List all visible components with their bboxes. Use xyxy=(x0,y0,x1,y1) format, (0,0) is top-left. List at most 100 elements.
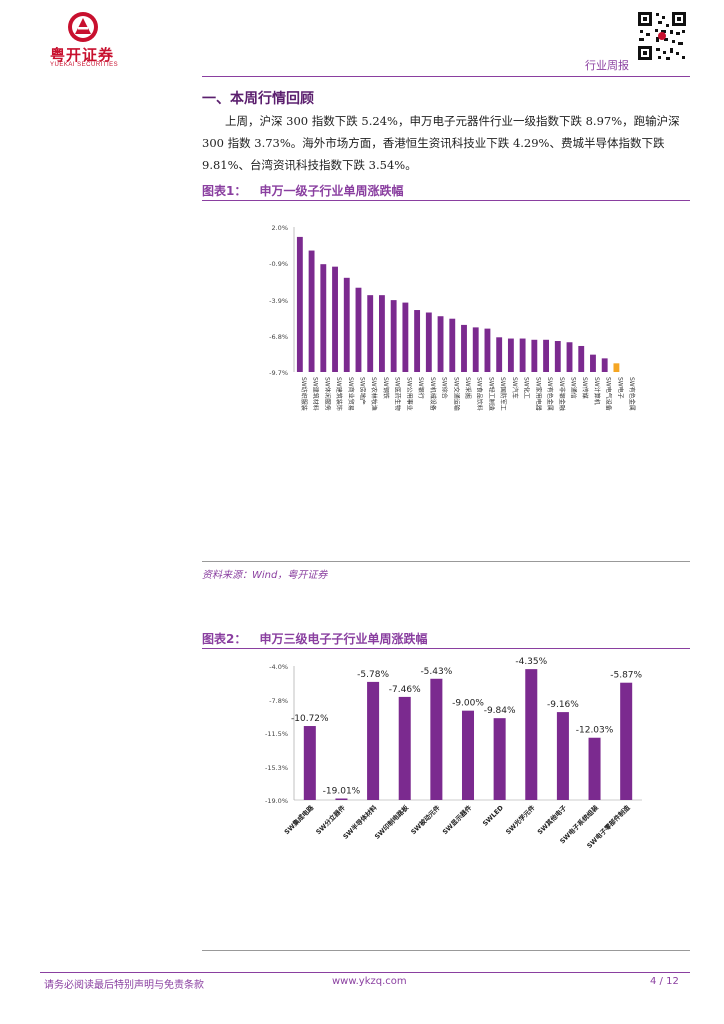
bar xyxy=(355,287,362,372)
figure2-label: 图表2： xyxy=(202,632,247,646)
report-type: 行业周报 xyxy=(585,59,629,72)
x-tick-label: SW纺织服装 xyxy=(300,377,308,411)
figure1-title: 申万一级子行业单周涨跌幅 xyxy=(259,184,404,198)
x-tick-label: SW钢铁 xyxy=(382,377,390,399)
bar xyxy=(367,681,380,800)
x-tick-label: SW采掘 xyxy=(464,377,472,399)
figure1-label: 图表1： xyxy=(202,184,247,198)
bar xyxy=(402,302,409,372)
data-label: -7.46% xyxy=(389,685,421,695)
figure1-source: 资料来源：Wind，粤开证券 xyxy=(202,570,328,581)
x-tick-label: SW银行 xyxy=(417,377,425,399)
x-tick-label: SW建筑材料 xyxy=(312,377,320,411)
x-tick-label: SW房地产 xyxy=(358,377,366,405)
data-label: -9.16% xyxy=(547,700,579,710)
figure2-bottom-divider xyxy=(202,950,690,951)
bar xyxy=(613,363,620,372)
x-tick-label: SW农林牧渔 xyxy=(370,377,378,411)
logo-emblem-icon xyxy=(68,12,98,42)
x-tick-label: SW分立器件 xyxy=(314,803,347,836)
x-tick-label: SW电子 xyxy=(616,377,624,399)
bar xyxy=(461,710,475,800)
bar xyxy=(332,266,338,372)
bar xyxy=(507,338,514,372)
bar xyxy=(620,682,633,800)
figure1-bottom-divider xyxy=(202,561,690,562)
bar xyxy=(425,312,432,372)
bar xyxy=(578,345,585,372)
x-tick-label: SW印制电路板 xyxy=(372,803,410,841)
y-tick-label: -11.5% xyxy=(265,730,288,738)
bar xyxy=(343,277,350,372)
chart-industry-weekly-change: 2.0% -0.9% -3.9% -6.8% -9.7% SW纺织服装 SW建筑材料 SW休闲… xyxy=(269,224,636,411)
y-tick-label: -3.9% xyxy=(269,297,288,305)
footer-divider xyxy=(40,972,690,973)
x-tick-label: SW电气设备 xyxy=(605,377,613,411)
bar xyxy=(367,295,374,372)
x-tick-label: SW机械设备 xyxy=(429,377,437,411)
x-tick-label: SW被动元件 xyxy=(409,803,442,836)
bar xyxy=(590,354,596,372)
bar xyxy=(525,669,538,800)
x-tick-label: SW通信 xyxy=(570,377,578,399)
bar xyxy=(308,250,315,372)
logo-english-name: YUEKAI SECURITIES xyxy=(50,62,119,68)
x-tick-label: SW综合 xyxy=(441,377,449,399)
bar xyxy=(303,726,316,800)
bar xyxy=(398,696,411,800)
x-tick-label: SW传媒 xyxy=(581,377,589,399)
bar xyxy=(566,342,573,372)
x-tick-label: SW集成电路 xyxy=(282,803,315,836)
bar xyxy=(543,339,549,372)
x-tick-label: SW光学元件 xyxy=(504,803,537,836)
bar xyxy=(414,310,421,372)
bar xyxy=(588,737,601,800)
y-tick-label: -7.8% xyxy=(269,697,288,705)
bar xyxy=(484,328,491,372)
logo-chinese-name: 粤开证券 xyxy=(50,46,115,64)
x-tick-label: SW交通运输 xyxy=(452,377,460,411)
qr-code-icon xyxy=(636,10,688,62)
footer-website[interactable]: www.ykzq.com xyxy=(332,976,407,987)
x-tick-label: SW显示器件 xyxy=(440,803,473,836)
data-label: -4.35% xyxy=(515,657,547,667)
footer-disclaimer: 请务必阅读最后特别声明与免责条款 xyxy=(44,980,204,991)
x-tick-label: SW医药生物 xyxy=(394,377,402,411)
x-tick-label: SW化工 xyxy=(523,377,531,399)
y-tick-label: -6.8% xyxy=(269,333,288,341)
data-label: -10.72% xyxy=(291,714,329,724)
bar xyxy=(437,316,444,372)
y-tick-label: 2.0% xyxy=(271,224,288,232)
bar xyxy=(519,338,526,372)
x-tick-label: SW汽车 xyxy=(511,377,519,399)
company-logo: 粤开证券 YUEKAI SECURITIES xyxy=(44,10,124,68)
data-label: -9.00% xyxy=(452,699,484,709)
figure1-divider xyxy=(202,200,690,201)
bar xyxy=(556,712,569,800)
y-tick-label: -4.0% xyxy=(269,663,288,671)
y-tick-label: -15.3% xyxy=(265,764,288,772)
x-tick-label: SW建筑装饰 xyxy=(335,377,343,411)
x-tick-label: SW休闲服务 xyxy=(323,377,331,411)
x-tick-label: SW公用事业 xyxy=(405,377,413,411)
bar xyxy=(390,300,397,372)
data-label: -5.43% xyxy=(420,667,452,677)
bar xyxy=(379,295,385,372)
footer-page-number: 4 / 12 xyxy=(650,976,679,987)
bar xyxy=(430,678,443,800)
data-label: -19.01% xyxy=(323,787,361,797)
bar xyxy=(472,327,479,372)
figure2-caption: 图表2： 申万三级电子子行业单周涨跌幅 xyxy=(202,628,427,647)
chart-electronics-subindustry-weekly-change: -4.0% -7.8% -11.5% -15.3% -19.0% -10.72% SW集成电… xyxy=(265,657,643,850)
y-tick-label: -0.9% xyxy=(269,260,288,268)
bar xyxy=(531,339,538,372)
figure2-title: 申万三级电子子行业单周涨跌幅 xyxy=(259,632,428,646)
x-tick-label: SW食品饮料 xyxy=(476,377,484,411)
bar xyxy=(496,337,503,372)
x-tick-label: SW有色金属 xyxy=(628,377,636,411)
header-divider xyxy=(202,76,690,77)
x-tick-label: SW轻工制造 xyxy=(487,377,495,411)
bar xyxy=(320,264,327,372)
data-label: -12.03% xyxy=(576,726,614,736)
data-label: -9.84% xyxy=(484,706,516,716)
